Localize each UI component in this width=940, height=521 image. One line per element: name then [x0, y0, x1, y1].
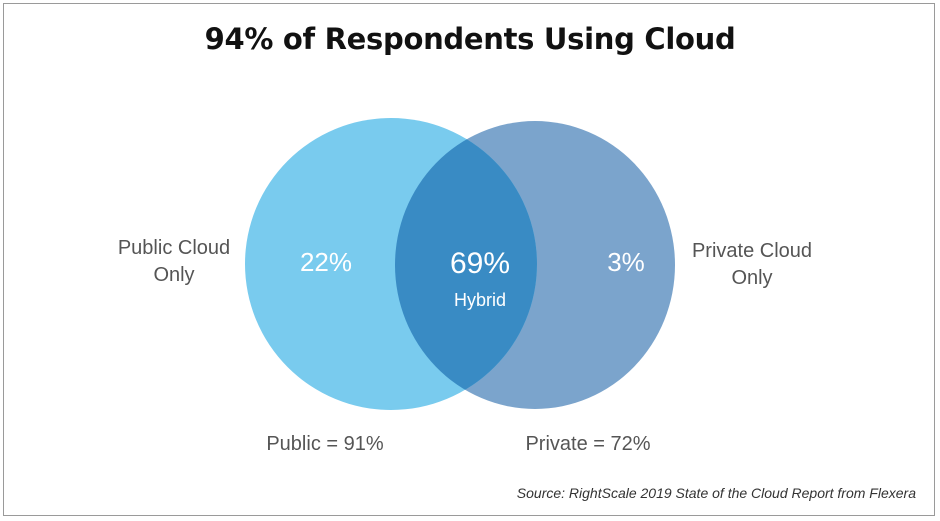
private-only-label-line2: Only [731, 267, 772, 289]
diagram-frame: 94% of Respondents Using Cloud Public Cl… [3, 3, 935, 516]
public-only-value: 22% [300, 247, 352, 277]
diagram-title: 94% of Respondents Using Cloud [204, 22, 736, 56]
private-only-label-line1: Private Cloud [692, 240, 812, 262]
public-only-label-line1: Public Cloud [118, 237, 230, 259]
private-total-label: Private = 72% [525, 433, 650, 455]
hybrid-value: 69% [450, 247, 510, 280]
venn-diagram: Public Cloud Only Private Cloud Only 22%… [118, 118, 812, 455]
hybrid-label: Hybrid [454, 290, 506, 310]
public-only-label-line2: Only [153, 264, 194, 286]
hybrid-overlap-region [395, 121, 537, 409]
source-note: Source: RightScale 2019 State of the Clo… [516, 485, 916, 501]
private-only-value: 3% [607, 247, 645, 277]
public-total-label: Public = 91% [266, 433, 384, 455]
